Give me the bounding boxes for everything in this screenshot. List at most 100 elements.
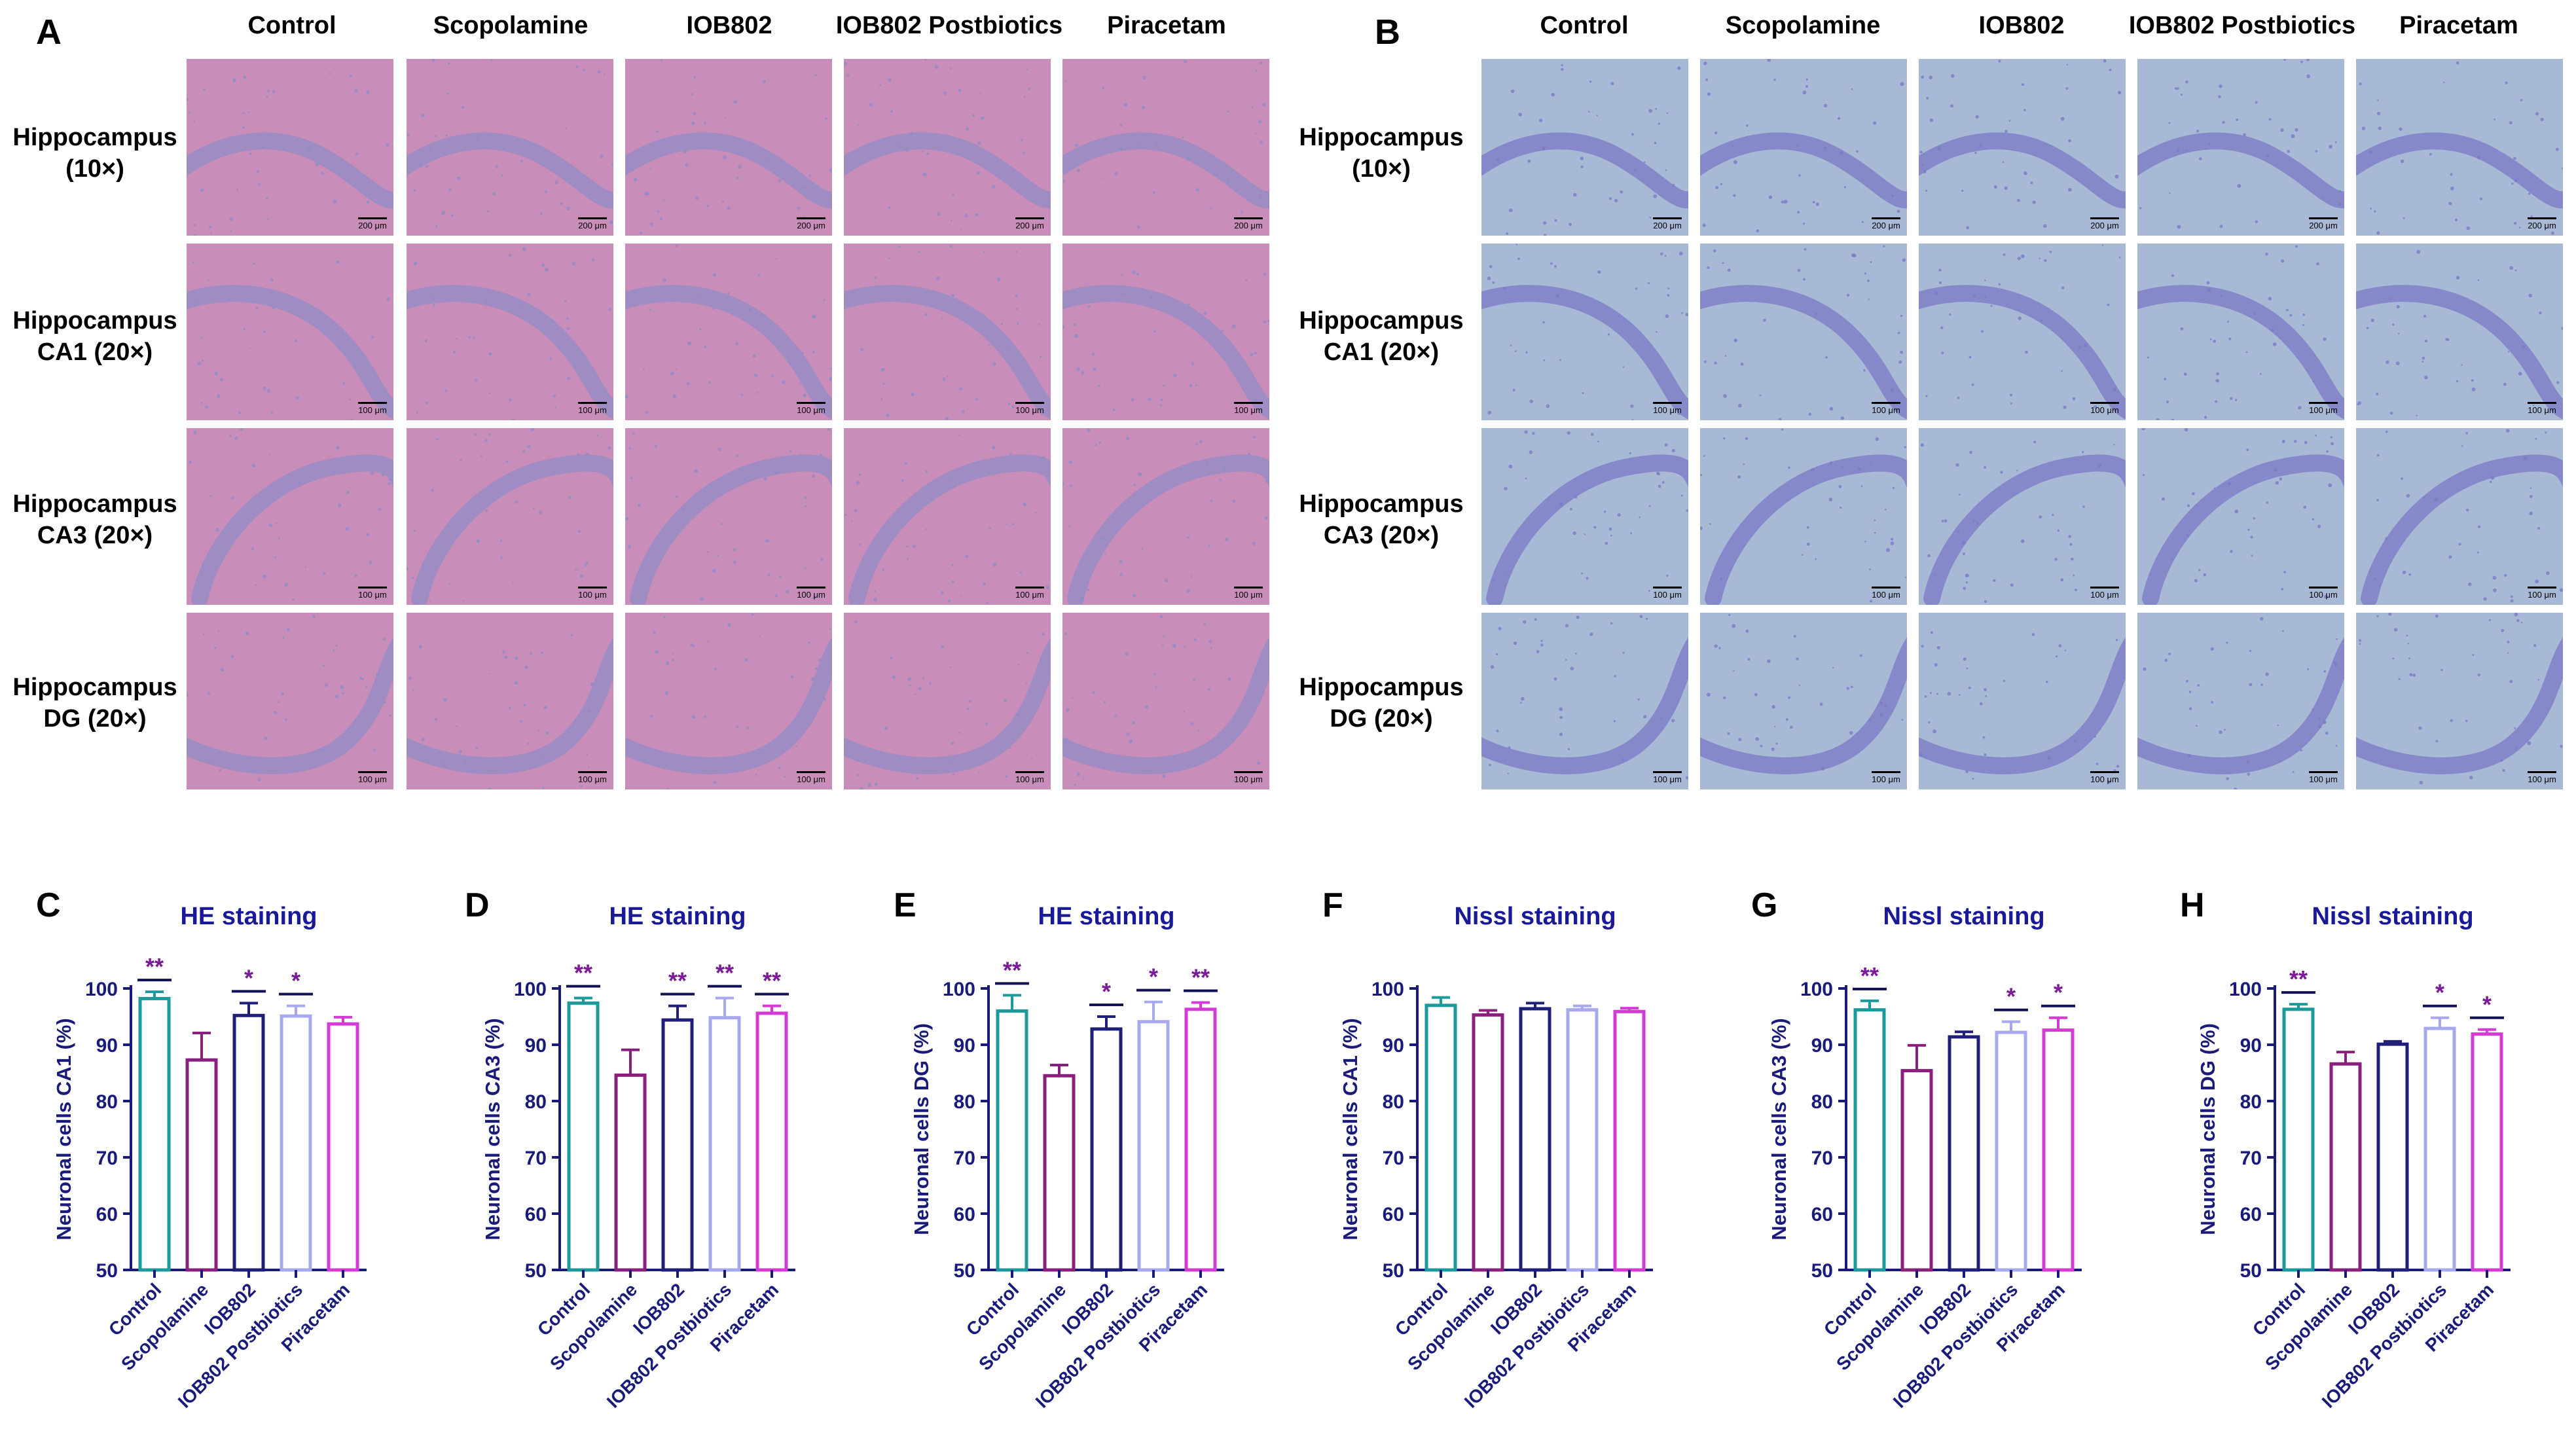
he-micrograph-r4-c1: 100 μm	[187, 613, 393, 789]
tissue-texture	[625, 428, 832, 605]
tissue-texture	[1700, 613, 1907, 774]
y-tick-label: 80	[954, 1091, 975, 1113]
scale-bar-line	[1234, 771, 1263, 773]
significance-mark: **	[2289, 966, 2308, 992]
tissue-texture	[1919, 244, 2126, 420]
bar-iob802-postbiotics	[280, 1014, 312, 1272]
y-tick-label: 60	[1811, 1204, 1833, 1225]
bar-iob802-postbiotics	[708, 1016, 741, 1272]
scale-bar: 100 μm	[1015, 402, 1044, 415]
scale-bar-line	[1234, 587, 1263, 588]
row-label-line1: Hippocampus	[1299, 490, 1464, 518]
bar-scopolamine	[1043, 1074, 1076, 1272]
scale-bar: 200 μm	[2090, 217, 2119, 230]
y-tick-label: 80	[96, 1091, 118, 1113]
significance-mark: *	[244, 964, 253, 991]
y-tick-label: 70	[954, 1148, 975, 1169]
scale-bar-label: 100 μm	[1234, 774, 1263, 784]
tissue-texture	[1700, 428, 1907, 605]
row-label-line2: DG (20×)	[43, 705, 147, 733]
scale-bar-line	[1234, 402, 1263, 404]
y-tick-label: 60	[525, 1204, 547, 1225]
scale-bar: 100 μm	[358, 402, 387, 415]
y-tick-label: 60	[954, 1204, 975, 1225]
scale-bar-line	[578, 587, 607, 588]
scale-bar: 200 μm	[1015, 217, 1044, 230]
tissue-texture	[625, 244, 832, 420]
row-label-line2: (10×)	[65, 155, 124, 183]
b-header-scopolamine: Scopolamine	[1725, 12, 1881, 39]
significance-mark: *	[2054, 979, 2063, 1006]
significance-mark: *	[2482, 991, 2492, 1018]
scale-bar-label: 100 μm	[1653, 590, 1682, 600]
chart-h: H Nissl staining 50 60 70 80 90 100 Neuronal cel…	[2180, 886, 2511, 1412]
tissue-texture	[1920, 441, 2126, 605]
scale-bar: 100 μm	[797, 587, 825, 600]
scale-bar: 100 μm	[797, 771, 825, 784]
he-micrograph-r1-c5: 200 μm	[1062, 59, 1269, 236]
row-label-line1: Hippocampus	[1299, 674, 1464, 701]
scale-bar-label: 200 μm	[1653, 221, 1682, 230]
scale-bar-line	[358, 771, 387, 773]
y-tick-label: 100	[1371, 979, 1404, 1000]
bar-control	[138, 996, 171, 1272]
chart-c: C HE staining 50 60 70 80 90 100 Neuronal cells …	[36, 886, 367, 1412]
significance-mark: *	[1149, 964, 1158, 990]
scale-bar: 100 μm	[1872, 402, 1900, 415]
y-tick-label: 50	[525, 1260, 547, 1282]
chart-d: D HE staining 50 60 70 80 90 100 Neuronal cells …	[465, 886, 795, 1412]
he-micrograph-r2-c3: 100 μm	[625, 244, 832, 420]
chart-title: HE staining	[609, 903, 746, 930]
scale-bar-line	[2528, 587, 2556, 588]
y-tick-label: 100	[1800, 979, 1833, 1000]
he-micrograph-r2-c5: 100 μm	[1062, 244, 1269, 420]
significance-mark: **	[763, 968, 781, 994]
scale-bar-line	[358, 217, 387, 219]
chart-title: HE staining	[180, 903, 317, 930]
he-micrograph-r3-c3: 100 μm	[625, 428, 832, 605]
tissue-texture	[1062, 428, 1269, 605]
a-header-iob802-postbiotics: IOB802 Postbiotics	[835, 12, 1063, 39]
panel-letter-c: C	[36, 886, 61, 924]
a-header-iob802: IOB802	[686, 12, 772, 39]
scale-bar-label: 100 μm	[797, 774, 825, 784]
significance-mark: **	[1860, 962, 1879, 989]
y-tick-label: 80	[1811, 1091, 1833, 1113]
y-tick-label: 50	[954, 1260, 975, 1282]
scale-bar-label: 100 μm	[2090, 774, 2119, 784]
bar-control	[1424, 1004, 1457, 1272]
tissue-texture	[1062, 615, 1269, 786]
scale-bar-label: 200 μm	[1872, 221, 1900, 230]
tissue-texture	[1481, 63, 1688, 236]
bar-scopolamine	[614, 1073, 647, 1272]
scale-bar-line	[1653, 771, 1682, 773]
nissl-micrograph-r3-c5: 100 μm	[2356, 428, 2563, 605]
chart-title: Nissl staining	[1454, 903, 1616, 930]
nissl-micrograph-r3-c4: 100 μm	[2137, 428, 2344, 605]
bar-piracetam	[1613, 1009, 1646, 1272]
panel-letter-b: B	[1375, 12, 1400, 52]
tissue-texture	[407, 428, 613, 605]
y-axis-label: Neuronal cells DG (%)	[910, 1023, 933, 1235]
row-label-line1: Hippocampus	[1299, 307, 1464, 335]
he-micrograph-r1-c2: 200 μm	[407, 59, 613, 236]
scale-bar-label: 100 μm	[1653, 405, 1682, 415]
bar-iob802	[2376, 1042, 2409, 1272]
scale-bar-line	[797, 771, 825, 773]
y-tick-label: 100	[514, 979, 547, 1000]
tissue-texture	[1700, 245, 1907, 420]
he-micrograph-r1-c3: 200 μm	[625, 59, 832, 236]
bar-iob802	[1519, 1007, 1551, 1272]
scale-bar: 200 μm	[1872, 217, 1900, 230]
scale-bar-line	[1015, 402, 1044, 404]
nissl-micrograph-r1-c1: 200 μm	[1481, 59, 1688, 236]
y-tick-label: 70	[1383, 1148, 1404, 1169]
y-tick-label: 60	[96, 1204, 118, 1225]
scale-bar-line	[358, 402, 387, 404]
scale-bar: 100 μm	[2090, 587, 2119, 600]
tissue-texture	[1919, 631, 2126, 784]
row-label-line1: Hippocampus	[12, 124, 177, 151]
scale-bar: 100 μm	[2090, 771, 2119, 784]
b-header-iob802-postbiotics: IOB802 Postbiotics	[2128, 12, 2356, 39]
y-tick-label: 70	[96, 1148, 118, 1169]
